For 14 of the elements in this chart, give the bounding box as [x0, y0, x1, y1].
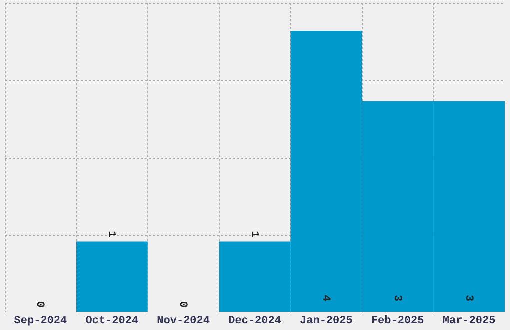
x-tick-label: Dec-2024: [228, 316, 282, 328]
data-label: 1: [248, 231, 260, 238]
x-tick-label: Sep-2024: [14, 316, 68, 328]
x-tick-label: Feb-2025: [371, 316, 425, 328]
x-tick-label: Oct-2024: [86, 316, 139, 328]
x-tick-label: Jan-2025: [300, 316, 354, 328]
data-label: 3: [390, 295, 403, 302]
data-label: 0: [176, 301, 189, 308]
data-label: 1: [105, 231, 118, 238]
x-tick-label: Mar-2025: [442, 316, 496, 328]
data-label: 3: [462, 295, 474, 302]
data-label: 4: [319, 295, 332, 302]
x-tick-label: Nov-2024: [157, 316, 210, 328]
data-label: 0: [34, 301, 46, 308]
